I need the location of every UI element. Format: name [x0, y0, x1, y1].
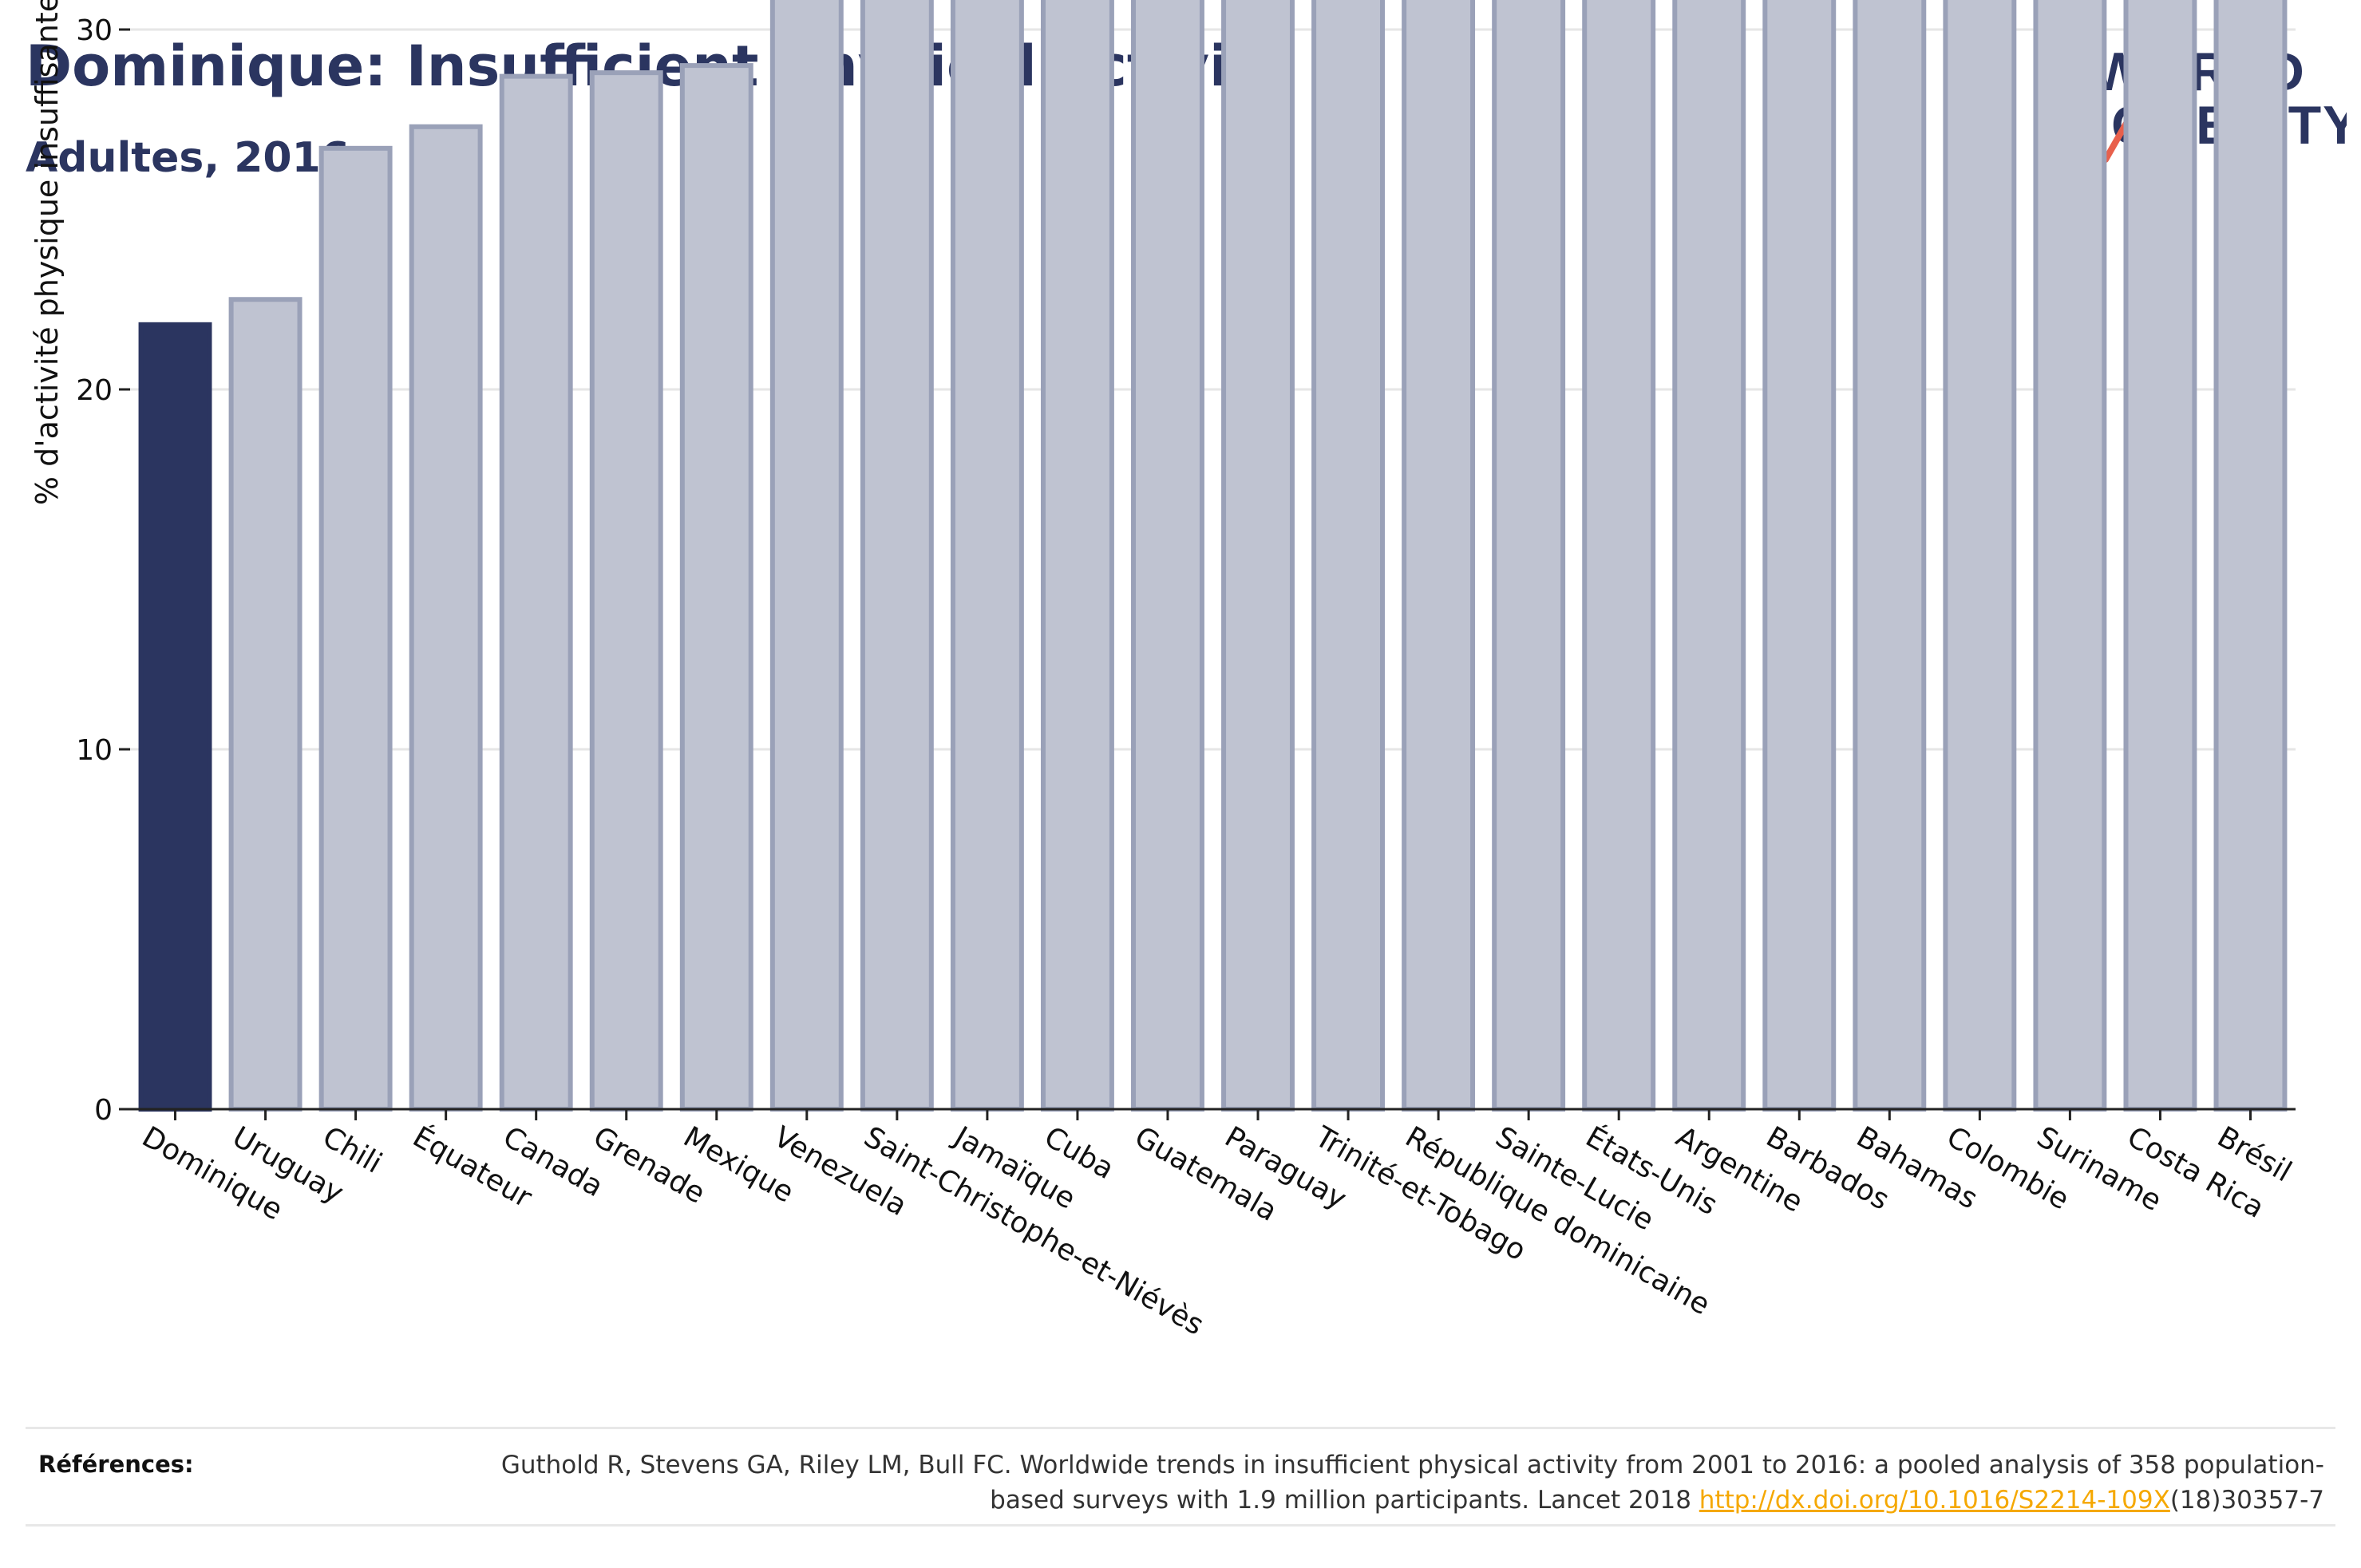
bar-6 — [679, 63, 753, 1112]
bar-7 — [769, 0, 844, 1112]
reference-suffix: (18)30357-7 — [2169, 1486, 2324, 1515]
y-tick-label: 30 — [76, 14, 113, 47]
references-label: Références: — [38, 1451, 194, 1478]
bar-22 — [2123, 0, 2197, 1112]
bar-chart: 010203040 DominiqueUruguayChiliÉquateurC… — [30, 0, 2297, 1342]
bar-14 — [1402, 0, 1476, 1112]
chart-subtitle: Adultes, 2016 — [26, 134, 350, 182]
bar-0 — [138, 322, 212, 1112]
bar-9 — [950, 0, 1024, 1112]
bar-13 — [1311, 0, 1386, 1112]
reference-doi-link[interactable]: http://dx.doi.org/10.1016/S2214-109X — [1699, 1486, 2170, 1515]
bar-19 — [1853, 0, 1927, 1112]
bar-17 — [1672, 0, 1746, 1112]
reference-citation: Guthold R, Stevens GA, Riley LM, Bull FC… — [488, 1448, 2324, 1518]
bar-23 — [2213, 0, 2288, 1112]
bar-8 — [860, 0, 934, 1112]
reference-text: Guthold R, Stevens GA, Riley LM, Bull FC… — [500, 1451, 2324, 1515]
bar-1 — [228, 297, 303, 1112]
y-tick-label: 0 — [94, 1094, 113, 1127]
y-tick-label: 20 — [76, 374, 113, 407]
bar-11 — [1131, 0, 1204, 1112]
bar-18 — [1762, 0, 1837, 1112]
footer-divider-top — [26, 1427, 2335, 1429]
bar-12 — [1221, 0, 1295, 1112]
bar-20 — [1943, 0, 2017, 1112]
y-tick-label: 10 — [76, 734, 113, 767]
bar-16 — [1582, 0, 1656, 1112]
bar-21 — [2033, 0, 2107, 1112]
bar-15 — [1492, 0, 1566, 1112]
y-axis-ticks: 010203040 — [76, 14, 130, 1127]
bar-2 — [318, 145, 393, 1112]
bar-3 — [409, 124, 483, 1112]
bar-4 — [499, 73, 573, 1112]
bar-10 — [1040, 0, 1114, 1112]
footer-divider-bottom — [26, 1524, 2335, 1527]
bar-5 — [589, 70, 663, 1112]
bars — [138, 0, 2288, 1112]
y-axis-label: % d'activité physique insuffisante — [30, 0, 65, 505]
gridlines — [130, 28, 2296, 751]
